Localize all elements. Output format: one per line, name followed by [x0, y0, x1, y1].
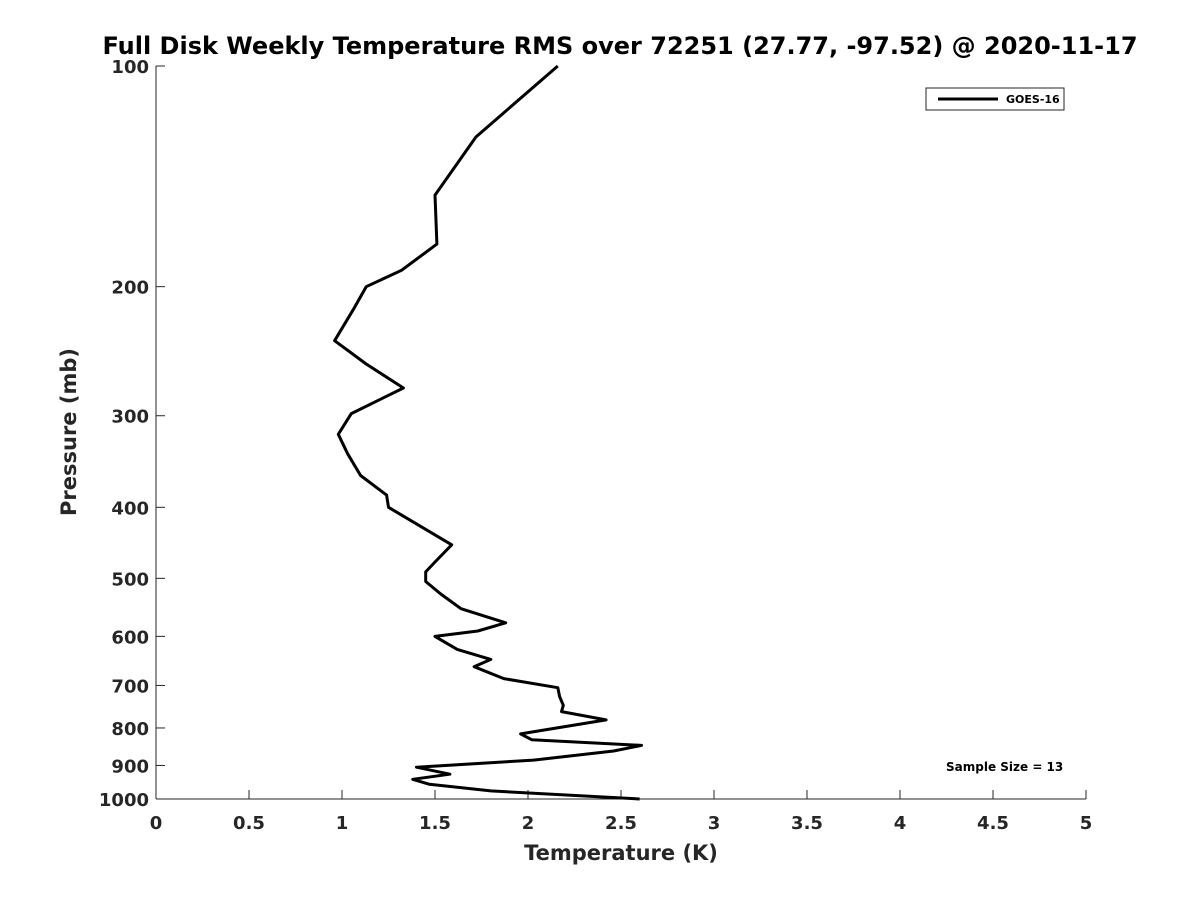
series-group: [333, 64, 643, 801]
x-tick-label: 5: [1080, 813, 1093, 834]
x-tick-label: 1.5: [419, 813, 451, 834]
x-axis-label: Temperature (K): [524, 841, 718, 865]
y-tick-label: 300: [111, 407, 149, 428]
chart-title: Full Disk Weekly Temperature RMS over 72…: [102, 32, 1137, 60]
legend: GOES-16: [925, 87, 1065, 111]
y-tick-label: 1000: [99, 790, 149, 811]
y-tick-label: 200: [111, 278, 149, 299]
legend-label-goes-16: GOES-16: [1006, 93, 1060, 106]
x-tick-label: 3: [708, 813, 721, 834]
x-tick-label: 2.5: [605, 813, 637, 834]
plot-area: [156, 66, 1086, 799]
series-line-goes-16: [333, 64, 643, 801]
y-tick-label: 700: [111, 676, 149, 697]
x-tick-label: 1: [336, 813, 349, 834]
x-tick-label: 0: [150, 813, 163, 834]
y-tick-label: 100: [111, 57, 149, 78]
x-tick-label: 3.5: [791, 813, 823, 834]
y-tick-label: 800: [111, 719, 149, 740]
y-tick-label: 600: [111, 627, 149, 648]
x-axis-ticks: 0 0.5 1 1.5 2 2.5 3 3.5 4 4.5 5: [150, 790, 1093, 834]
y-tick-label: 500: [111, 569, 149, 590]
sample-size-annotation: Sample Size = 13: [946, 760, 1063, 774]
x-tick-label: 0.5: [233, 813, 265, 834]
y-axis-ticks: 100 200 300 400 500 600 700 800 900 1000: [99, 57, 165, 811]
y-tick-label: 400: [111, 498, 149, 519]
x-tick-label: 2: [522, 813, 535, 834]
y-axis-label: Pressure (mb): [57, 348, 81, 516]
x-tick-label: 4.5: [977, 813, 1009, 834]
y-tick-label: 900: [111, 756, 149, 777]
x-tick-label: 4: [894, 813, 907, 834]
